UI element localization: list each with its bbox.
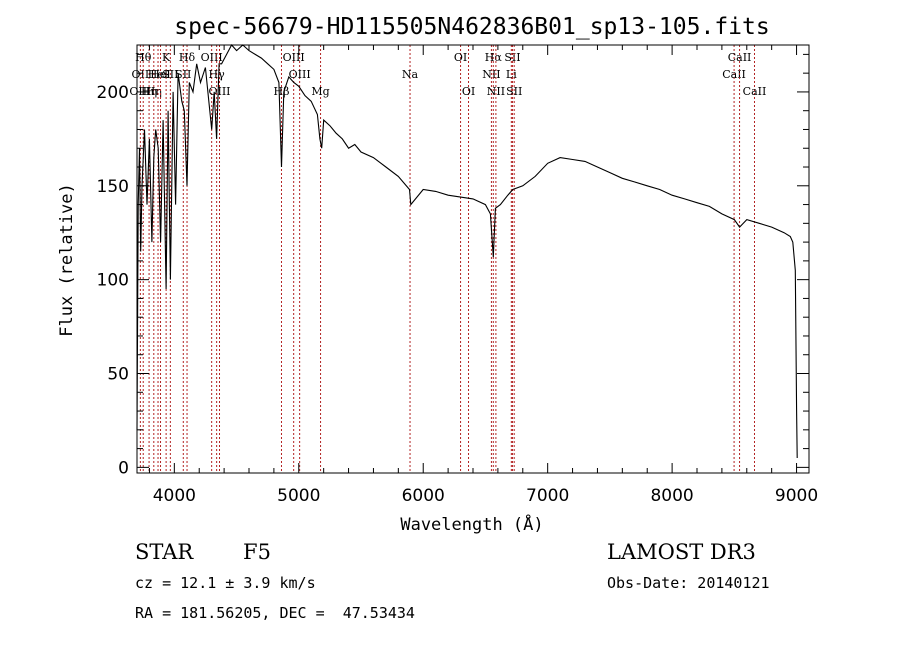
line-marker-label: Hγ — [209, 68, 226, 81]
spectrum-line — [136, 44, 798, 459]
line-marker-label: Hβ — [274, 85, 290, 98]
y-axis: 0 50 100 150 200 — [97, 53, 809, 478]
line-marker-label: Mg — [311, 85, 329, 98]
spectral-subclass: F5 — [243, 540, 271, 564]
y-tick-label: 0 — [118, 458, 129, 478]
line-marker-label: Hη — [141, 85, 157, 98]
y-tick-label: 200 — [97, 83, 129, 103]
line-marker-label: Hα — [485, 51, 503, 64]
x-axis-label: Wavelength (Å) — [400, 513, 543, 535]
coordinates: RA = 181.56205, DEC = 47.53434 — [135, 604, 415, 622]
x-tick-label: 9000 — [775, 486, 818, 506]
line-marker-label: CaII — [743, 85, 767, 98]
x-tick-label: 4000 — [153, 486, 196, 506]
x-tick-label: 5000 — [277, 486, 320, 506]
x-tick-label: 8000 — [650, 486, 693, 506]
line-marker-label: SII — [506, 85, 522, 98]
line-marker-label: OIII — [201, 51, 223, 64]
x-tick-label: 6000 — [402, 486, 445, 506]
line-marker-label: SII — [504, 51, 520, 64]
x-tick-label: 7000 — [526, 486, 569, 506]
x-axis: 4000 5000 6000 7000 8000 9000 — [148, 45, 818, 506]
line-marker-label: OIII — [283, 51, 305, 64]
line-marker-label: OII — [132, 68, 150, 81]
line-marker-label: OIII — [289, 68, 311, 81]
line-marker-label: CaII — [722, 68, 746, 81]
object-type: STAR — [135, 540, 194, 564]
line-marker-label: OIII — [208, 85, 230, 98]
y-axis-label: Flux (relative) — [57, 183, 77, 337]
redshift-readout: cz = 12.1 ± 3.9 km/s — [135, 574, 316, 592]
obs-date: Obs-Date: 20140121 — [607, 574, 770, 592]
line-marker-label: Li — [506, 68, 517, 81]
line-marker-label: SII — [162, 68, 178, 81]
line-marker-label: OI — [462, 85, 475, 98]
line-marker-label: NII — [482, 68, 500, 81]
line-marker-label: CaII — [728, 51, 752, 64]
chart-title: spec-56679-HD115505N462836B01_sp13-105.f… — [174, 14, 769, 40]
line-marker-label: Na — [402, 68, 419, 81]
line-marker-label: K — [162, 51, 171, 64]
plot-frame — [136, 44, 810, 474]
y-tick-label: 100 — [97, 271, 129, 291]
survey-name: LAMOST DR3 — [607, 540, 756, 564]
line-marker-label: HeI — [148, 68, 168, 81]
line-marker-label: NII — [487, 85, 505, 98]
line-marker-label: OI — [454, 51, 467, 64]
line-marker-label: Hδ — [179, 51, 196, 64]
y-tick-label: 150 — [97, 177, 129, 197]
y-tick-label: 50 — [107, 365, 129, 385]
